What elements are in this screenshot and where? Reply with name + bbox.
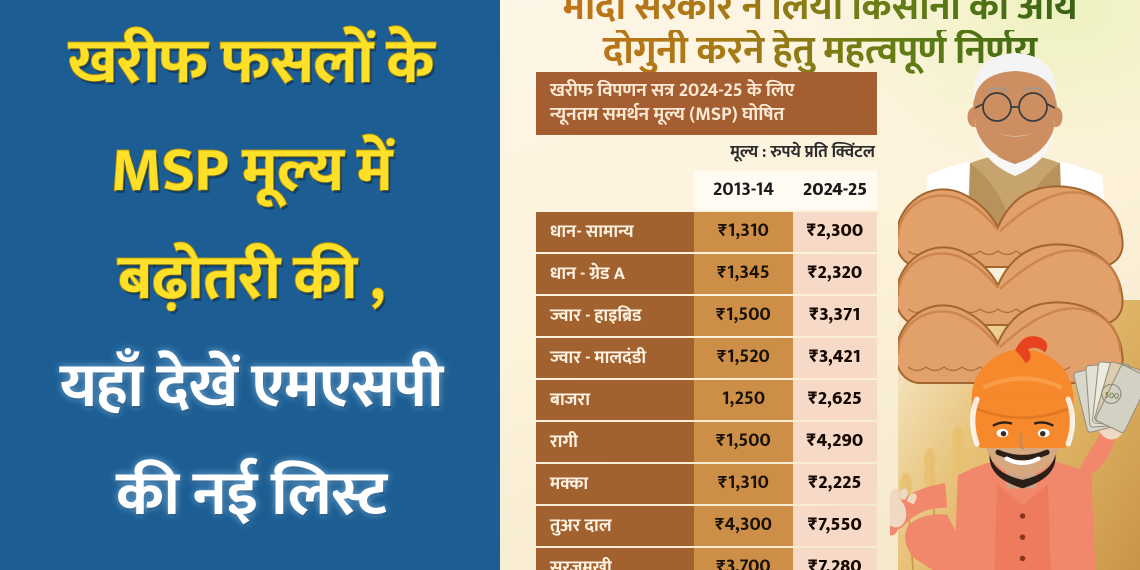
- svg-text:500: 500: [1104, 387, 1120, 403]
